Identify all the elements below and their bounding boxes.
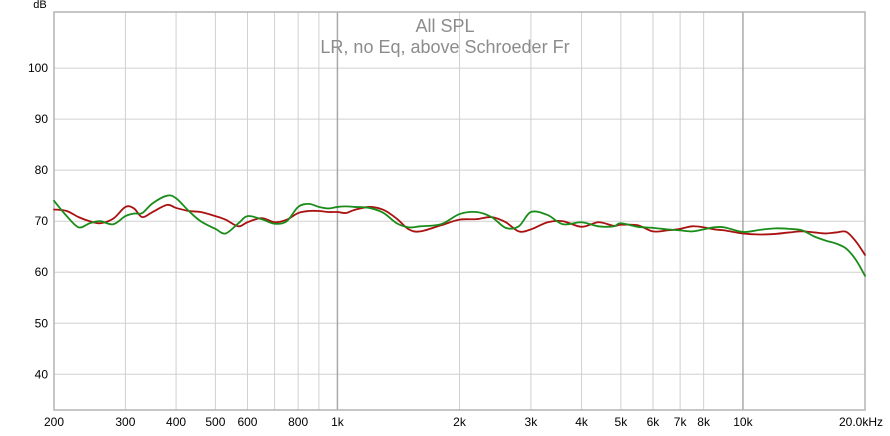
x-tick-label-6k: 6k [647,415,661,429]
x-tick-label-1k: 1k [331,415,345,429]
y-tick-label-90: 90 [35,112,49,126]
series-layer [53,194,866,277]
x-tick-label-3k: 3k [525,415,539,429]
y-tick-label-70: 70 [35,214,49,228]
x-tick-label-7k: 7k [674,415,688,429]
x-tick-label-600: 600 [237,415,257,429]
series-line-2 [53,194,866,277]
x-tick-label-8k: 8k [697,415,711,429]
y-axis-unit-label: dB [33,0,46,11]
y-tick-label-40: 40 [35,367,49,381]
chart-subtitle: LR, no Eq, above Schroeder Fr [320,37,569,57]
x-tick-label-500: 500 [205,415,225,429]
plot-frame [53,11,866,411]
y-tick-label-100: 100 [28,61,48,75]
x-tick-label-2k: 2k [453,415,467,429]
x-tick-label-4k: 4k [575,415,589,429]
x-tick-label-300: 300 [115,415,135,429]
y-tick-label-60: 60 [35,265,49,279]
series-line-1 [53,203,866,256]
x-tick-label-5k: 5k [615,415,629,429]
y-tick-label-80: 80 [35,163,49,177]
x-tick-label-400: 400 [166,415,186,429]
chart-title: All SPL [415,16,474,36]
x-tick-label-200: 200 [44,415,64,429]
grid-layer [54,12,865,410]
x-tick-label-10k: 10k [733,415,753,429]
x-tick-label-20.0kHz: 20.0kHz [839,415,883,429]
tick-label-layer: 40 50 60 70 80 90 100 200 300 400 500 600 800 1k 2k 3k 4… [28,61,883,429]
x-tick-label-800: 800 [288,415,308,429]
y-tick-label-50: 50 [35,316,49,330]
